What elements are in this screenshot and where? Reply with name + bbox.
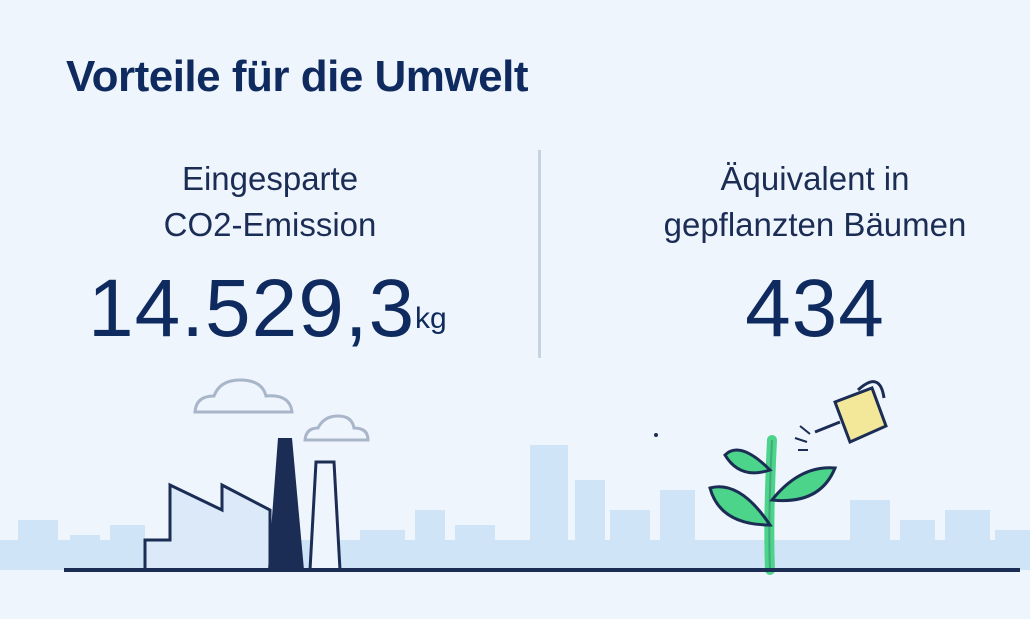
city-illustration xyxy=(0,378,1030,575)
watering-plant-icon xyxy=(708,380,888,575)
skyline xyxy=(0,445,1030,570)
co2-unit: kg xyxy=(415,302,447,335)
card-title: Vorteile für die Umwelt xyxy=(66,52,529,101)
factory-icon xyxy=(143,438,342,572)
cloud-icon xyxy=(303,414,370,442)
co2-label-line1: Eingesparte xyxy=(181,160,359,197)
co2-value: 14.529,3 xyxy=(88,263,416,354)
ground-line xyxy=(64,568,1020,572)
trees-label: Äquivalent in gepflanzten Bäumen xyxy=(600,156,1030,248)
co2-label-line2: CO2-Emission xyxy=(163,206,377,243)
co2-label: Eingesparte CO2-Emission xyxy=(90,156,450,248)
cloud-icon xyxy=(193,378,294,414)
trees-value: 434 xyxy=(745,263,885,354)
stat-divider xyxy=(538,150,541,358)
trees-label-line2: gepflanzten Bäumen xyxy=(663,206,967,243)
trees-label-line1: Äquivalent in xyxy=(720,160,910,197)
